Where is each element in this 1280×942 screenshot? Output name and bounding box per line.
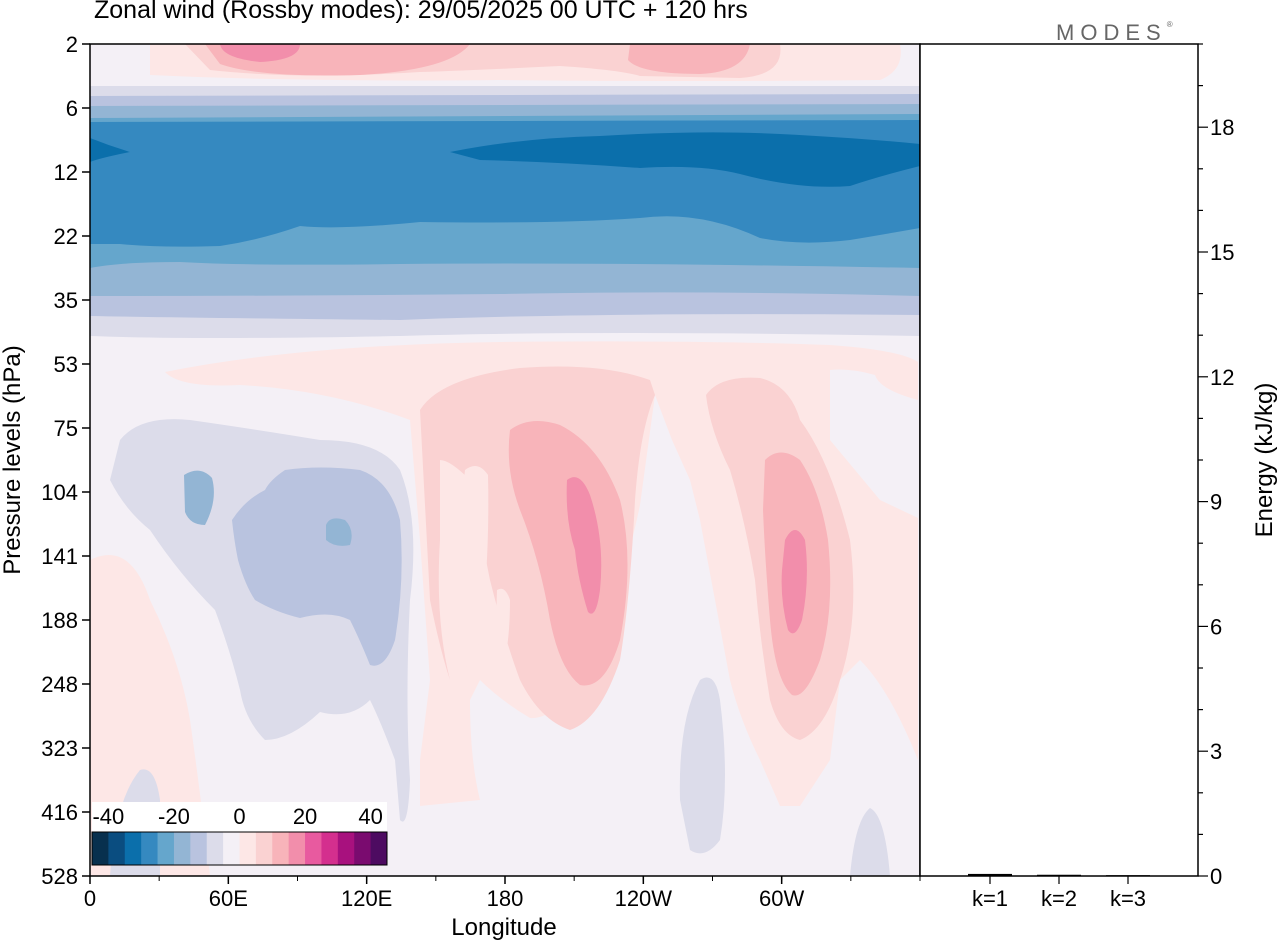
colorbar-swatch xyxy=(354,832,372,865)
y-tick-label: 12 xyxy=(54,160,78,185)
energy-axis-label: Energy (kJ/kg) xyxy=(1251,383,1278,538)
contour-pos-top-2 xyxy=(205,44,750,76)
energy-bar-label: k=3 xyxy=(1110,886,1146,911)
contour-neg-surface-3 xyxy=(850,808,890,876)
x-tick-label: 120W xyxy=(615,886,673,911)
modes-logo: MODES® xyxy=(1056,20,1173,45)
energy-axis: 0 3 6 9 12 15 18 xyxy=(1198,43,1234,889)
y-tick-label: 53 xyxy=(54,352,78,377)
y-tick-label: 323 xyxy=(41,736,78,761)
y-tick-label: 75 xyxy=(54,416,78,441)
y-tick-label: 188 xyxy=(41,608,78,633)
x-tick-label: 60E xyxy=(209,886,248,911)
energy-bar-label: k=1 xyxy=(972,886,1008,911)
colorbar-swatch xyxy=(124,832,142,865)
colorbar-swatch xyxy=(337,832,355,865)
y-tick-label: 141 xyxy=(41,544,78,569)
energy-bar xyxy=(1106,875,1150,877)
colorbar-swatch xyxy=(239,832,257,865)
energy-bar xyxy=(1037,874,1081,876)
colorbar-frame xyxy=(91,831,388,866)
colorbar-swatch xyxy=(173,832,191,865)
y-axis-label: Pressure levels (hPa) xyxy=(0,345,26,574)
colorbar-swatch xyxy=(223,832,240,865)
contour-pos-left xyxy=(90,555,210,876)
colorbar-tick-label: 20 xyxy=(293,804,317,829)
x-axis-label: Longitude xyxy=(451,914,556,941)
contour-pos-ridge-2 xyxy=(496,588,510,675)
energy-bar xyxy=(968,873,1012,876)
contour-pos-core1-2 xyxy=(508,421,628,686)
colorbar-swatch xyxy=(92,832,109,865)
energy-tick-label: 18 xyxy=(1210,115,1234,140)
colorbar-swatch xyxy=(190,832,208,865)
colorbar-swatch xyxy=(141,832,159,865)
colorbar-swatch xyxy=(370,832,388,865)
energy-bars: k=1 k=2 k=3 xyxy=(968,873,1150,911)
colorbar-tick-label: -20 xyxy=(158,804,190,829)
colorbar: -40 -20 0 20 40 xyxy=(91,802,388,866)
pressure-axis: 2 6 12 22 35 53 75 104 141 188 248 323 416 528 xyxy=(41,32,90,889)
y-tick-label: 416 xyxy=(41,800,78,825)
contour-neg-6 xyxy=(90,132,920,187)
contour-pos-top-3 xyxy=(220,44,300,62)
contour-pos-core1-3 xyxy=(566,477,602,614)
colorbar-swatch xyxy=(206,832,224,865)
colorbar-swatch xyxy=(305,832,322,865)
colorbar-swatch xyxy=(157,832,175,865)
colorbar-tick-label: -40 xyxy=(92,804,124,829)
y-tick-label: 35 xyxy=(54,288,78,313)
x-tick-label: 0 xyxy=(84,886,96,911)
energy-tick-label: 12 xyxy=(1210,365,1234,390)
energy-tick-label: 15 xyxy=(1210,240,1234,265)
colorbar-swatch xyxy=(108,832,126,865)
colorbar-tick-label: 40 xyxy=(358,804,382,829)
x-tick-label: 180 xyxy=(487,886,524,911)
contour-neg-trop-2 xyxy=(232,467,402,666)
colorbar-swatch xyxy=(255,832,273,865)
energy-tick-label: 6 xyxy=(1210,614,1222,639)
y-tick-label: 104 xyxy=(41,480,78,505)
y-tick-label: 2 xyxy=(66,32,78,57)
zonal-wind-field xyxy=(90,44,920,876)
chart-title: Zonal wind (Rossby modes): 29/05/2025 00… xyxy=(94,0,748,24)
colorbar-swatch xyxy=(321,832,339,865)
energy-tick-label: 9 xyxy=(1210,490,1222,515)
y-tick-label: 6 xyxy=(66,96,78,121)
colorbar-swatch xyxy=(272,832,290,865)
y-tick-label: 528 xyxy=(41,864,78,889)
contour-pos-ridge-1 xyxy=(458,466,489,667)
colorbar-swatch xyxy=(288,832,306,865)
energy-panel xyxy=(919,43,1199,877)
energy-tick-label: 3 xyxy=(1210,739,1222,764)
energy-tick-label: 0 xyxy=(1210,864,1222,889)
energy-bar-label: k=2 xyxy=(1041,886,1077,911)
y-tick-label: 22 xyxy=(54,224,78,249)
contour-pos-core2-3 xyxy=(781,530,807,634)
contour-neg-trop-3 xyxy=(184,470,352,546)
contour-neg-surface-2 xyxy=(679,677,725,854)
y-tick-label: 248 xyxy=(41,672,78,697)
x-tick-label: 60W xyxy=(759,886,804,911)
longitude-axis: 0 60E 120E 180 120W 60W xyxy=(84,876,921,911)
x-tick-label: 120E xyxy=(341,886,392,911)
colorbar-tick-label: 0 xyxy=(233,804,245,829)
